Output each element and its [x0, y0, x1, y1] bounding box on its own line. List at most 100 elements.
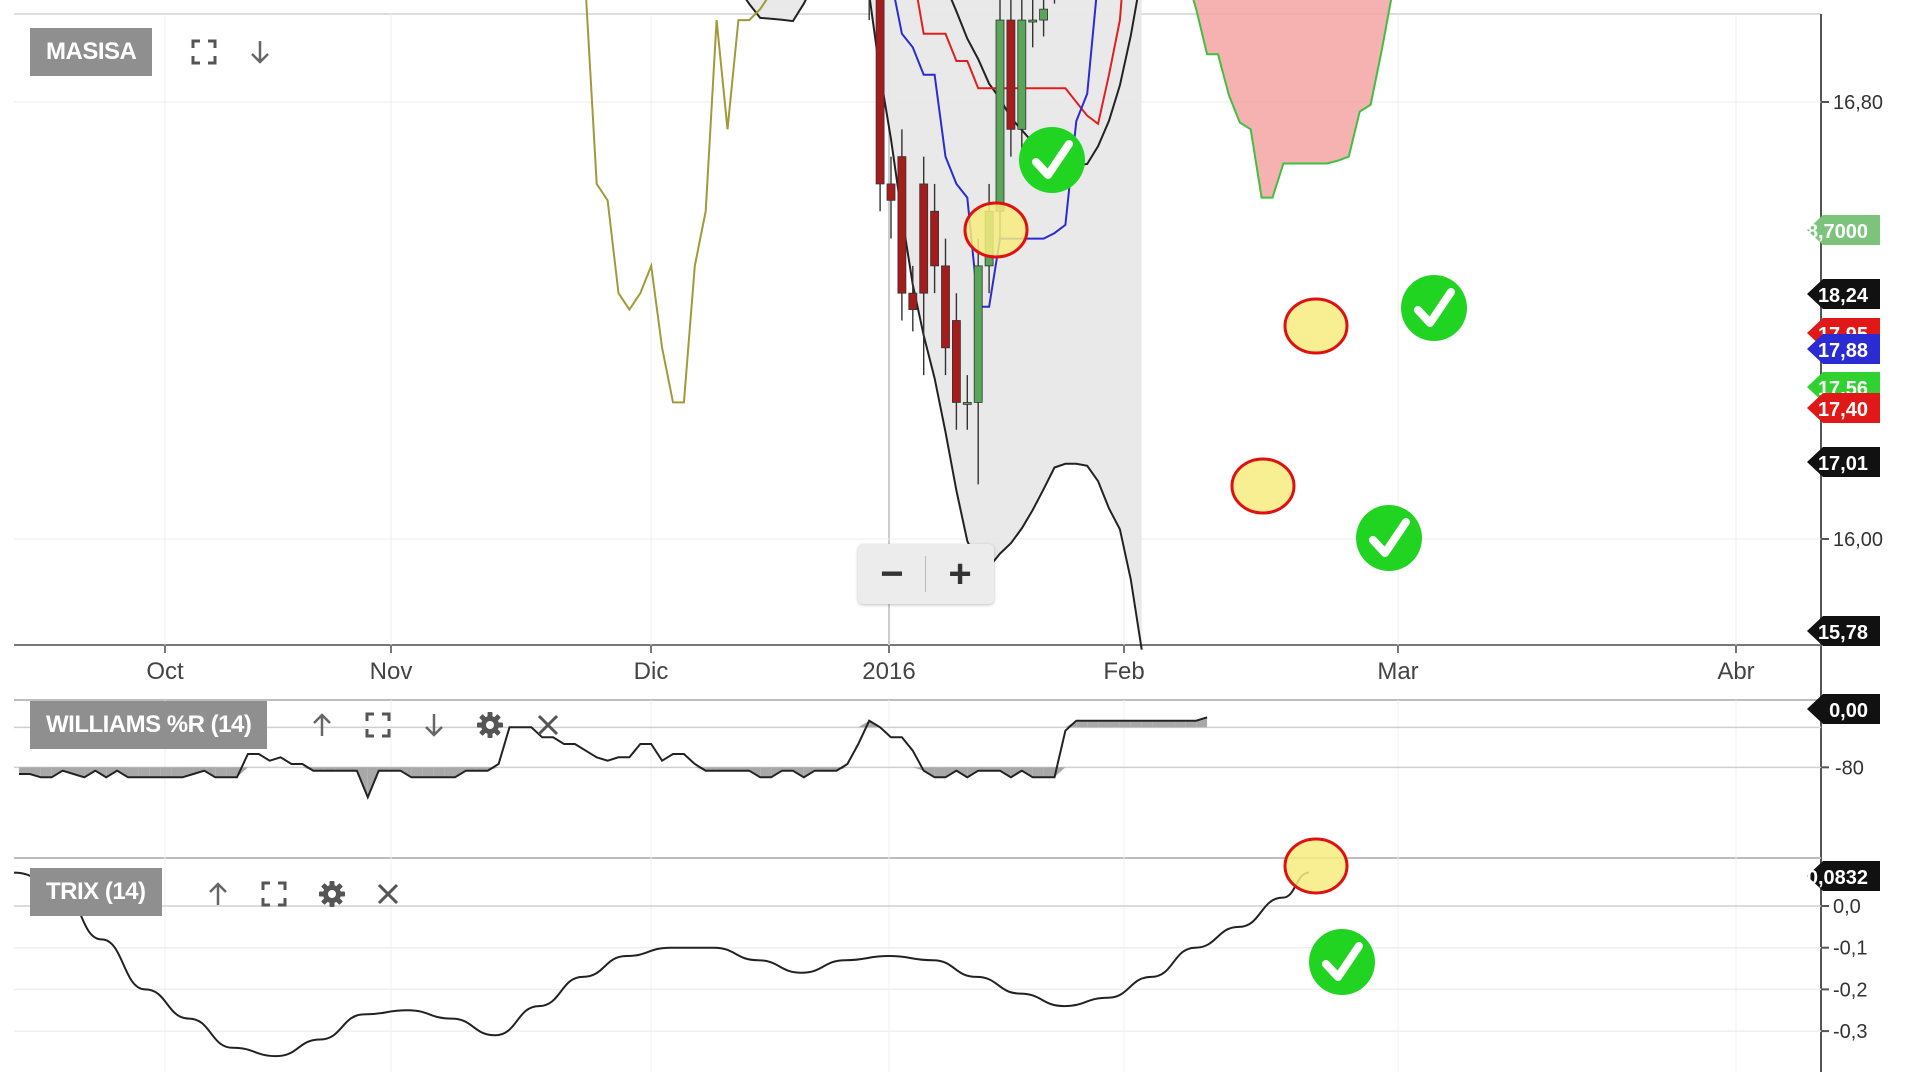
williams-oversold-fill — [912, 767, 924, 771]
candle-body — [908, 292, 918, 310]
price-badge: 15,78 — [1807, 616, 1880, 646]
price-badge-label: 15,78 — [1818, 622, 1868, 644]
fullscreen-icon[interactable] — [184, 32, 224, 72]
williams-oversold-fill — [160, 767, 172, 778]
fullscreen-icon[interactable] — [254, 874, 294, 914]
check-circle — [1356, 505, 1422, 571]
williams-overbought-fill — [1119, 720, 1131, 728]
williams-oversold-fill — [215, 767, 227, 778]
price-badge: 17,40 — [1807, 393, 1880, 423]
bollinger-lower-line — [745, 0, 1143, 650]
candle-body — [930, 210, 939, 267]
price-badge: 17,88 — [1807, 334, 1880, 364]
check-circle — [1401, 275, 1467, 341]
move-up-icon[interactable] — [198, 874, 238, 914]
time-tick-label: Abr — [1717, 658, 1754, 685]
gear-icon[interactable] — [470, 705, 510, 745]
williams-overbought-fill — [1076, 720, 1088, 728]
price-badge-label: 18,7000 — [1796, 221, 1868, 243]
williams-oversold-fill — [411, 767, 423, 778]
time-tick-label: Dic — [634, 658, 669, 685]
williams-overbought-fill — [1098, 720, 1109, 728]
candle-body — [886, 183, 896, 201]
candle-body — [941, 265, 950, 349]
williams-line — [19, 716, 1208, 800]
williams-overbought-fill — [1163, 720, 1175, 728]
fullscreen-icon[interactable] — [358, 705, 398, 745]
move-down-icon[interactable] — [414, 705, 454, 745]
williams-overbought-fill — [1185, 720, 1197, 728]
highlight-circle — [1230, 457, 1296, 515]
price-badge: 18,7000 — [1796, 215, 1880, 245]
candle-body — [919, 183, 929, 294]
check-icon — [1401, 275, 1467, 341]
trix-panel-label[interactable]: TRIX (14) — [30, 868, 162, 916]
trix-badge: 0,0832 — [1807, 861, 1880, 891]
check-mark — [1322, 942, 1363, 981]
check-circle — [1309, 929, 1375, 995]
chikou-line — [585, 0, 768, 404]
trix-tick-label: 0,0 — [1833, 896, 1861, 918]
williams-oversold-fill — [226, 767, 237, 778]
highlight-circle — [1283, 837, 1349, 895]
williams-oversold-fill — [128, 767, 139, 778]
candle-body — [973, 265, 983, 403]
williams-oversold-fill — [1043, 767, 1055, 778]
williams-oversold-fill — [171, 767, 183, 778]
close-icon[interactable] — [528, 705, 568, 745]
williams-badge-shape — [1807, 694, 1880, 724]
trix-tick-label: -0,1 — [1833, 938, 1867, 960]
time-tick-label: Nov — [370, 658, 413, 685]
check-icon — [1356, 505, 1422, 571]
trix-badge-shape — [1807, 861, 1880, 891]
price-badge-shape — [1807, 215, 1880, 245]
trix-tick-label: -0,2 — [1833, 979, 1867, 1001]
williams-overbought-fill — [1152, 720, 1164, 728]
williams-oversold-fill — [444, 767, 455, 778]
candle-body — [1028, 19, 1038, 23]
zoom-out-button[interactable]: − — [880, 551, 904, 596]
move-up-icon[interactable] — [302, 705, 342, 745]
gear-icon[interactable] — [312, 874, 352, 914]
williams-oversold-fill — [149, 767, 161, 778]
check-circle — [1019, 127, 1085, 193]
time-tick-label: 2016 — [862, 658, 915, 685]
williams-overbought-fill — [1174, 720, 1186, 728]
price-badge: 17,01 — [1807, 447, 1880, 477]
close-icon[interactable] — [368, 874, 408, 914]
trix-badge-label: 0,0832 — [1807, 867, 1868, 889]
williams-oversold-fill — [138, 767, 150, 778]
time-tick-label: Mar — [1377, 658, 1418, 685]
zoom-in-button[interactable]: + — [948, 551, 972, 596]
candle-body — [952, 320, 961, 403]
candle-body — [962, 402, 972, 405]
price-badge-shape — [1807, 616, 1880, 646]
price-badge-shape — [1807, 279, 1880, 309]
trix-line — [13, 871, 1310, 1058]
williams-overbought-fill — [1130, 720, 1142, 728]
williams-tick-label: -80 — [1835, 757, 1864, 779]
price-badge-shape — [1807, 393, 1880, 423]
time-tick-label: Oct — [146, 658, 184, 685]
move-down-icon[interactable] — [240, 32, 280, 72]
williams-overbought-fill — [1196, 717, 1208, 728]
time-tick-label: Feb — [1103, 658, 1144, 685]
candle-body — [875, 0, 885, 185]
williams-oversold-fill — [433, 767, 445, 778]
check-mark — [1032, 140, 1073, 179]
price-badge-label: 17,40 — [1818, 399, 1868, 421]
williams-oversold-fill — [1032, 767, 1044, 778]
kijun-line — [916, 0, 1123, 126]
highlight-circle — [1283, 297, 1349, 355]
candle-body — [995, 19, 1005, 212]
tenkan-line — [894, 0, 1098, 308]
candle-body — [1006, 19, 1016, 130]
main-panel-label[interactable]: MASISA — [30, 28, 153, 76]
williams-panel-label[interactable]: WILLIAMS %R (14) — [30, 701, 268, 749]
zoom-divider — [925, 556, 926, 592]
ichimoku-cloud — [1193, 0, 1392, 198]
check-mark — [1414, 288, 1455, 327]
price-badge-label: 18,24 — [1818, 285, 1869, 307]
